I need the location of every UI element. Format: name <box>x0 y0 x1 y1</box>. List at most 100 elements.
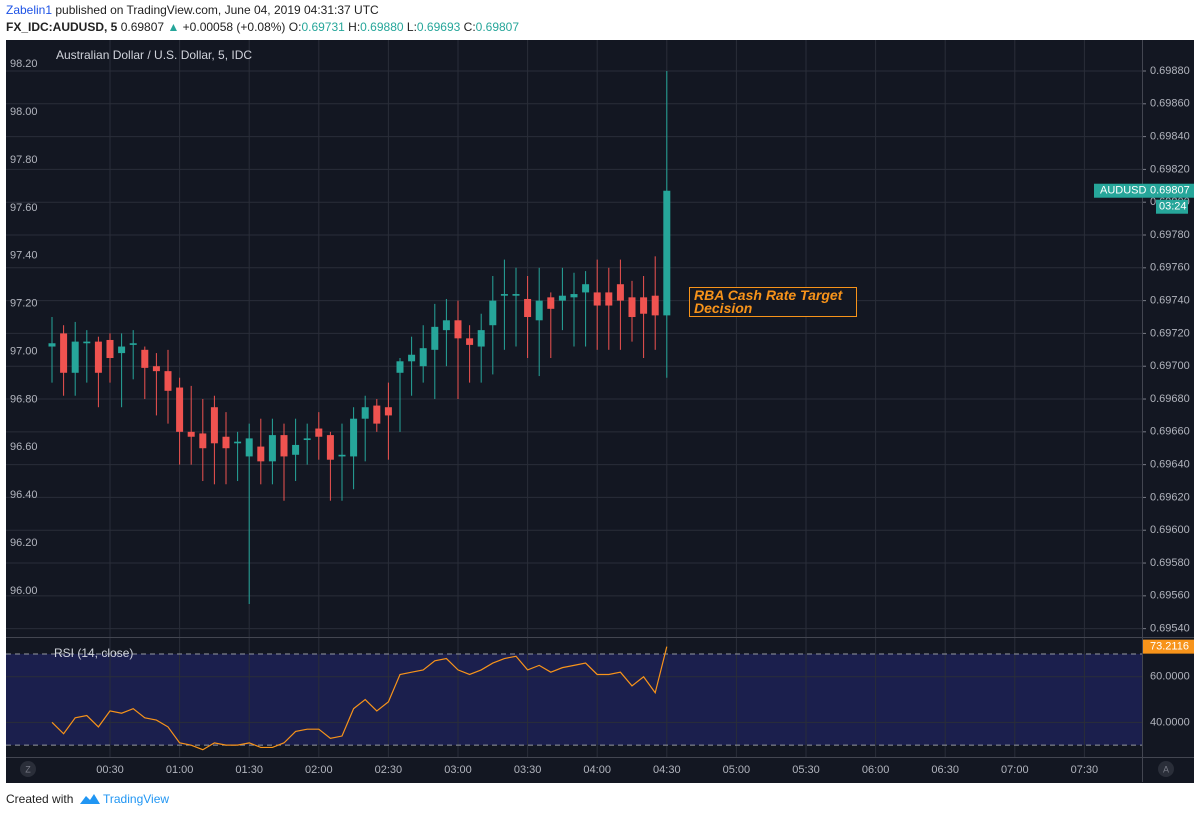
scale-button[interactable]: Z <box>20 761 36 777</box>
candle-body <box>48 343 56 347</box>
countdown-tag <box>1156 199 1188 214</box>
x-tick-label: 05:30 <box>792 764 820 776</box>
chart-title: Australian Dollar / U.S. Dollar, 5, IDC <box>56 48 252 62</box>
header-line-1: Zabelin1 published on TradingView.com, J… <box>6 3 379 17</box>
x-tick-label: 00:30 <box>96 764 124 776</box>
candle-body <box>303 438 311 441</box>
y2-tick-label: 0.69580 <box>1150 557 1190 569</box>
y2-tick-label: 0.69720 <box>1150 327 1190 339</box>
candle-body <box>152 366 160 372</box>
candle-body <box>257 446 265 462</box>
candle-body <box>547 297 555 309</box>
y-tick-label: 98.00 <box>10 106 38 118</box>
candle-body <box>83 341 91 344</box>
price-tag-symbol: AUDUSD <box>1100 185 1147 197</box>
y2-tick-label: 0.69880 <box>1150 65 1190 77</box>
candle-body <box>454 320 462 339</box>
candle-body <box>640 297 648 314</box>
candle-body <box>396 361 404 373</box>
candle-body <box>118 346 126 354</box>
candle-body <box>489 300 497 326</box>
published: published on TradingView.com, June 04, 2… <box>55 3 379 17</box>
rsi-tick-label: 40.0000 <box>1150 716 1190 728</box>
candle-body <box>94 341 102 373</box>
x-tick-label: 04:00 <box>583 764 611 776</box>
scale-button[interactable]: A <box>1158 761 1174 777</box>
x-tick-label: 02:30 <box>375 764 403 776</box>
x-tick-label: 05:00 <box>723 764 751 776</box>
y-tick-label: 97.00 <box>10 345 38 357</box>
candle-body <box>222 436 230 449</box>
y-tick-label: 96.60 <box>10 441 38 453</box>
y-tick-label: 97.20 <box>10 298 38 310</box>
ohlc-value: 0.69880 <box>360 20 404 34</box>
symbol: FX_IDC:AUDUSD, 5 <box>6 20 118 34</box>
x-tick-label: 04:30 <box>653 764 681 776</box>
candle-body <box>512 294 520 296</box>
y2-tick-label: 0.69540 <box>1150 623 1190 635</box>
candle-body <box>268 435 276 462</box>
candle-body <box>326 435 334 460</box>
candle-body <box>570 294 578 298</box>
candle-body <box>663 190 671 316</box>
y2-tick-label: 0.69760 <box>1150 262 1190 274</box>
candle-body <box>651 295 659 316</box>
scale-button-bg <box>20 761 36 777</box>
ohlc-value: 0.69693 <box>417 20 461 34</box>
candle-body <box>350 418 358 457</box>
y2-tick-label: 0.69820 <box>1150 163 1190 175</box>
countdown: 03:24 <box>1159 201 1187 213</box>
brand-logo <box>80 794 100 804</box>
candle-body <box>384 407 392 416</box>
y2-tick-label: 0.69700 <box>1150 360 1190 372</box>
scale-button-label: Z <box>25 764 31 774</box>
y2-tick-label: 0.69600 <box>1150 524 1190 536</box>
candle-body <box>500 294 508 296</box>
ohlc-value: 0.69731 <box>301 20 345 34</box>
x-tick-label: 07:00 <box>1001 764 1029 776</box>
x-tick-label: 01:00 <box>166 764 194 776</box>
candle-body <box>442 320 450 331</box>
candle-body <box>60 333 68 373</box>
y2-tick-label: 0.69740 <box>1150 295 1190 307</box>
candle-body <box>419 348 427 367</box>
candle-body <box>628 297 636 318</box>
x-tick-label: 03:00 <box>444 764 472 776</box>
candle-body <box>338 454 346 457</box>
price-tag <box>1094 183 1194 198</box>
candle-body <box>245 438 253 457</box>
candle-body <box>234 441 242 444</box>
y-tick-label: 96.00 <box>10 585 38 597</box>
y2-tick-label: 0.69840 <box>1150 131 1190 143</box>
y2-tick-label: 0.69560 <box>1150 590 1190 602</box>
x-tick-label: 01:30 <box>235 764 263 776</box>
ohlc-label: O: <box>289 20 302 34</box>
x-tick-label: 02:00 <box>305 764 333 776</box>
rsi-title: RSI (14, close) <box>54 646 133 660</box>
y-tick-label: 98.20 <box>10 58 38 70</box>
candle-body <box>141 349 149 368</box>
y2-tick-label: 0.69660 <box>1150 426 1190 438</box>
ohlc-label: L: <box>407 20 417 34</box>
candle-body <box>408 354 416 362</box>
candle-body <box>582 284 590 293</box>
candle-body <box>199 433 207 449</box>
y-tick-label: 97.80 <box>10 154 38 166</box>
y-tick-label: 96.20 <box>10 537 38 549</box>
footer-brand: TradingView <box>103 792 169 806</box>
candle-body <box>431 326 439 350</box>
candle-body <box>280 435 288 457</box>
author: Zabelin1 <box>6 3 52 17</box>
candle-body <box>315 428 323 437</box>
y2-tick-label: 0.69860 <box>1150 98 1190 110</box>
annotation: RBA Cash Rate Target Decision <box>689 287 857 317</box>
ohlc-label: C: <box>464 20 476 34</box>
y-tick-label: 96.80 <box>10 393 38 405</box>
y2-tick-label: 0.69620 <box>1150 491 1190 503</box>
candle-body <box>361 407 369 419</box>
x-tick-label: 03:30 <box>514 764 542 776</box>
y-tick-label: 96.40 <box>10 489 38 501</box>
last-price: 0.69807 <box>121 20 165 34</box>
